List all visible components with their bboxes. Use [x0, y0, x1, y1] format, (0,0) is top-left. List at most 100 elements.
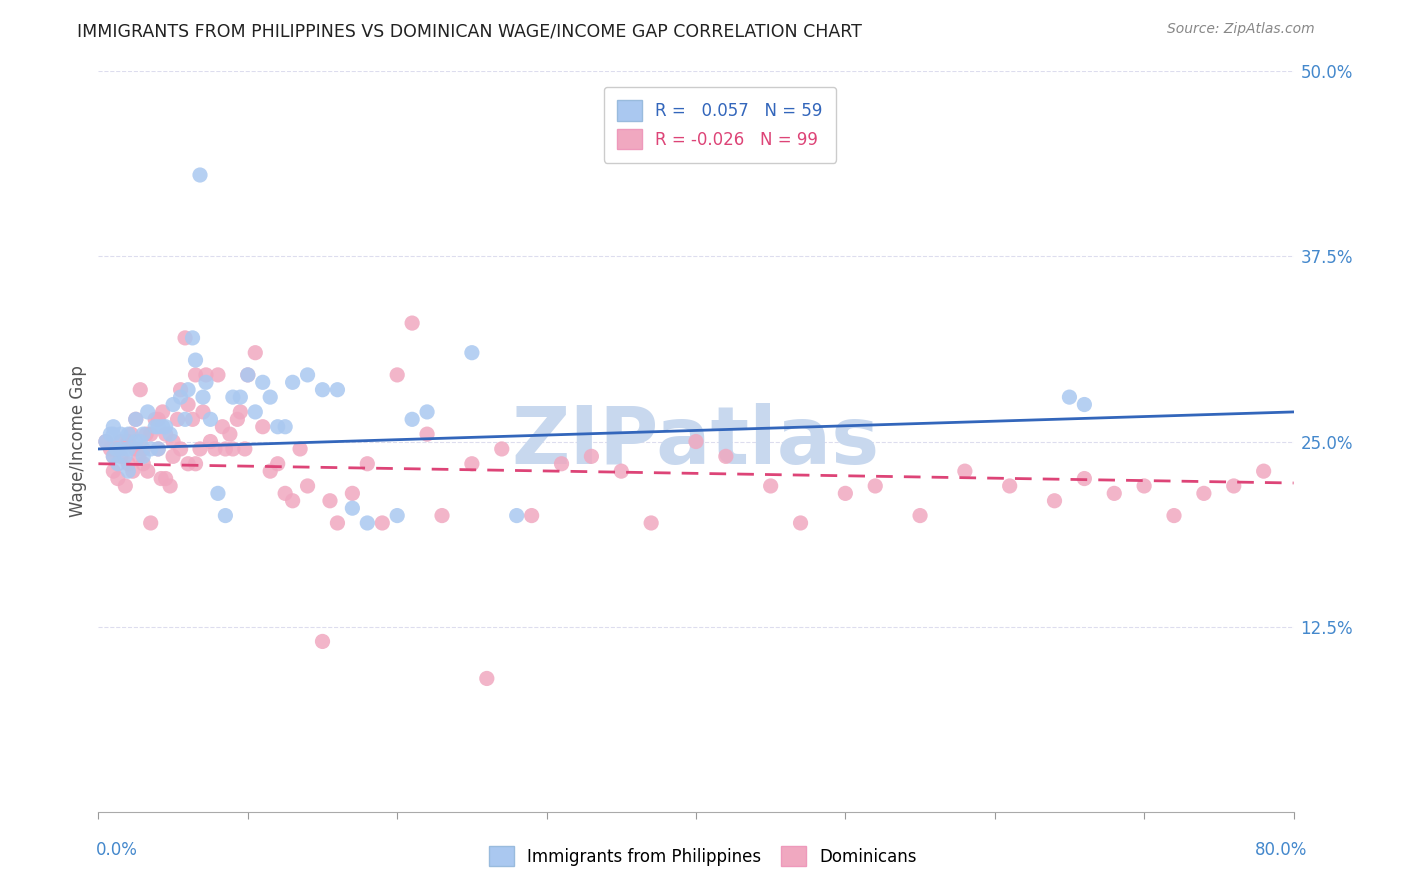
Point [998, 479, 1021, 493]
Point [865, 479, 887, 493]
Point [401, 412, 423, 426]
Point [385, 508, 409, 523]
Point [297, 368, 319, 382]
Point [136, 405, 159, 419]
Point [245, 345, 267, 359]
Point [953, 464, 976, 478]
Point [174, 331, 197, 345]
Point [297, 479, 319, 493]
Point [491, 442, 513, 456]
Point [152, 419, 174, 434]
Legend: Immigrants from Philippines, Dominicans: Immigrants from Philippines, Dominicans [482, 839, 924, 873]
Point [117, 442, 139, 456]
Point [148, 442, 170, 456]
Point [259, 464, 281, 478]
Point [162, 398, 184, 412]
Point [1104, 486, 1126, 500]
Point [274, 419, 297, 434]
Point [148, 442, 170, 456]
Point [136, 464, 159, 478]
Point [1223, 479, 1246, 493]
Point [125, 434, 148, 449]
Point [219, 427, 242, 442]
Legend: R =   0.057   N = 59, R = -0.026   N = 99: R = 0.057 N = 59, R = -0.026 N = 99 [603, 87, 837, 162]
Point [640, 516, 662, 530]
Point [188, 168, 211, 182]
Point [1073, 471, 1095, 485]
Point [117, 427, 139, 442]
Point [267, 457, 290, 471]
Point [207, 368, 229, 382]
Point [177, 398, 200, 412]
Point [311, 383, 333, 397]
Point [103, 450, 125, 464]
Point [139, 427, 162, 442]
Point [184, 353, 207, 368]
Point [174, 412, 197, 426]
Point [581, 450, 603, 464]
Point [229, 390, 252, 404]
Point [132, 457, 155, 471]
Point [152, 405, 174, 419]
Point [200, 434, 222, 449]
Point [184, 457, 207, 471]
Point [94, 434, 117, 449]
Point [326, 516, 349, 530]
Point [132, 427, 155, 442]
Point [143, 412, 166, 426]
Point [135, 427, 157, 442]
Point [1059, 390, 1081, 404]
Point [103, 450, 125, 464]
Point [430, 508, 453, 523]
Point [195, 376, 218, 390]
Point [117, 457, 139, 471]
Point [184, 368, 207, 382]
Point [191, 405, 214, 419]
Point [169, 383, 191, 397]
Point [166, 412, 188, 426]
Point [288, 442, 311, 456]
Point [110, 434, 132, 449]
Point [125, 412, 148, 426]
Point [181, 331, 204, 345]
Point [342, 501, 364, 516]
Point [105, 442, 128, 456]
Point [103, 419, 125, 434]
Point [252, 419, 274, 434]
Point [685, 434, 707, 449]
Point [181, 412, 204, 426]
Point [169, 390, 191, 404]
Point [714, 450, 737, 464]
Point [204, 442, 226, 456]
Point [226, 412, 249, 426]
Point [110, 450, 132, 464]
Point [759, 479, 782, 493]
Point [229, 405, 252, 419]
Point [259, 390, 281, 404]
Point [461, 457, 484, 471]
Point [132, 442, 155, 456]
Point [1073, 398, 1095, 412]
Point [105, 442, 128, 456]
Point [1163, 508, 1185, 523]
Point [150, 471, 173, 485]
Point [129, 383, 152, 397]
Point [610, 464, 633, 478]
Point [188, 442, 211, 456]
Point [155, 471, 177, 485]
Point [506, 508, 529, 523]
Point [233, 442, 256, 456]
Point [311, 634, 333, 648]
Text: Source: ZipAtlas.com: Source: ZipAtlas.com [1167, 22, 1315, 37]
Point [139, 516, 162, 530]
Point [159, 479, 181, 493]
Point [236, 368, 259, 382]
Point [274, 486, 297, 500]
Point [342, 486, 364, 500]
Point [475, 672, 498, 686]
Point [103, 427, 125, 442]
Text: 0.0%: 0.0% [96, 840, 138, 858]
Point [356, 457, 378, 471]
Point [461, 345, 484, 359]
Point [162, 434, 184, 449]
